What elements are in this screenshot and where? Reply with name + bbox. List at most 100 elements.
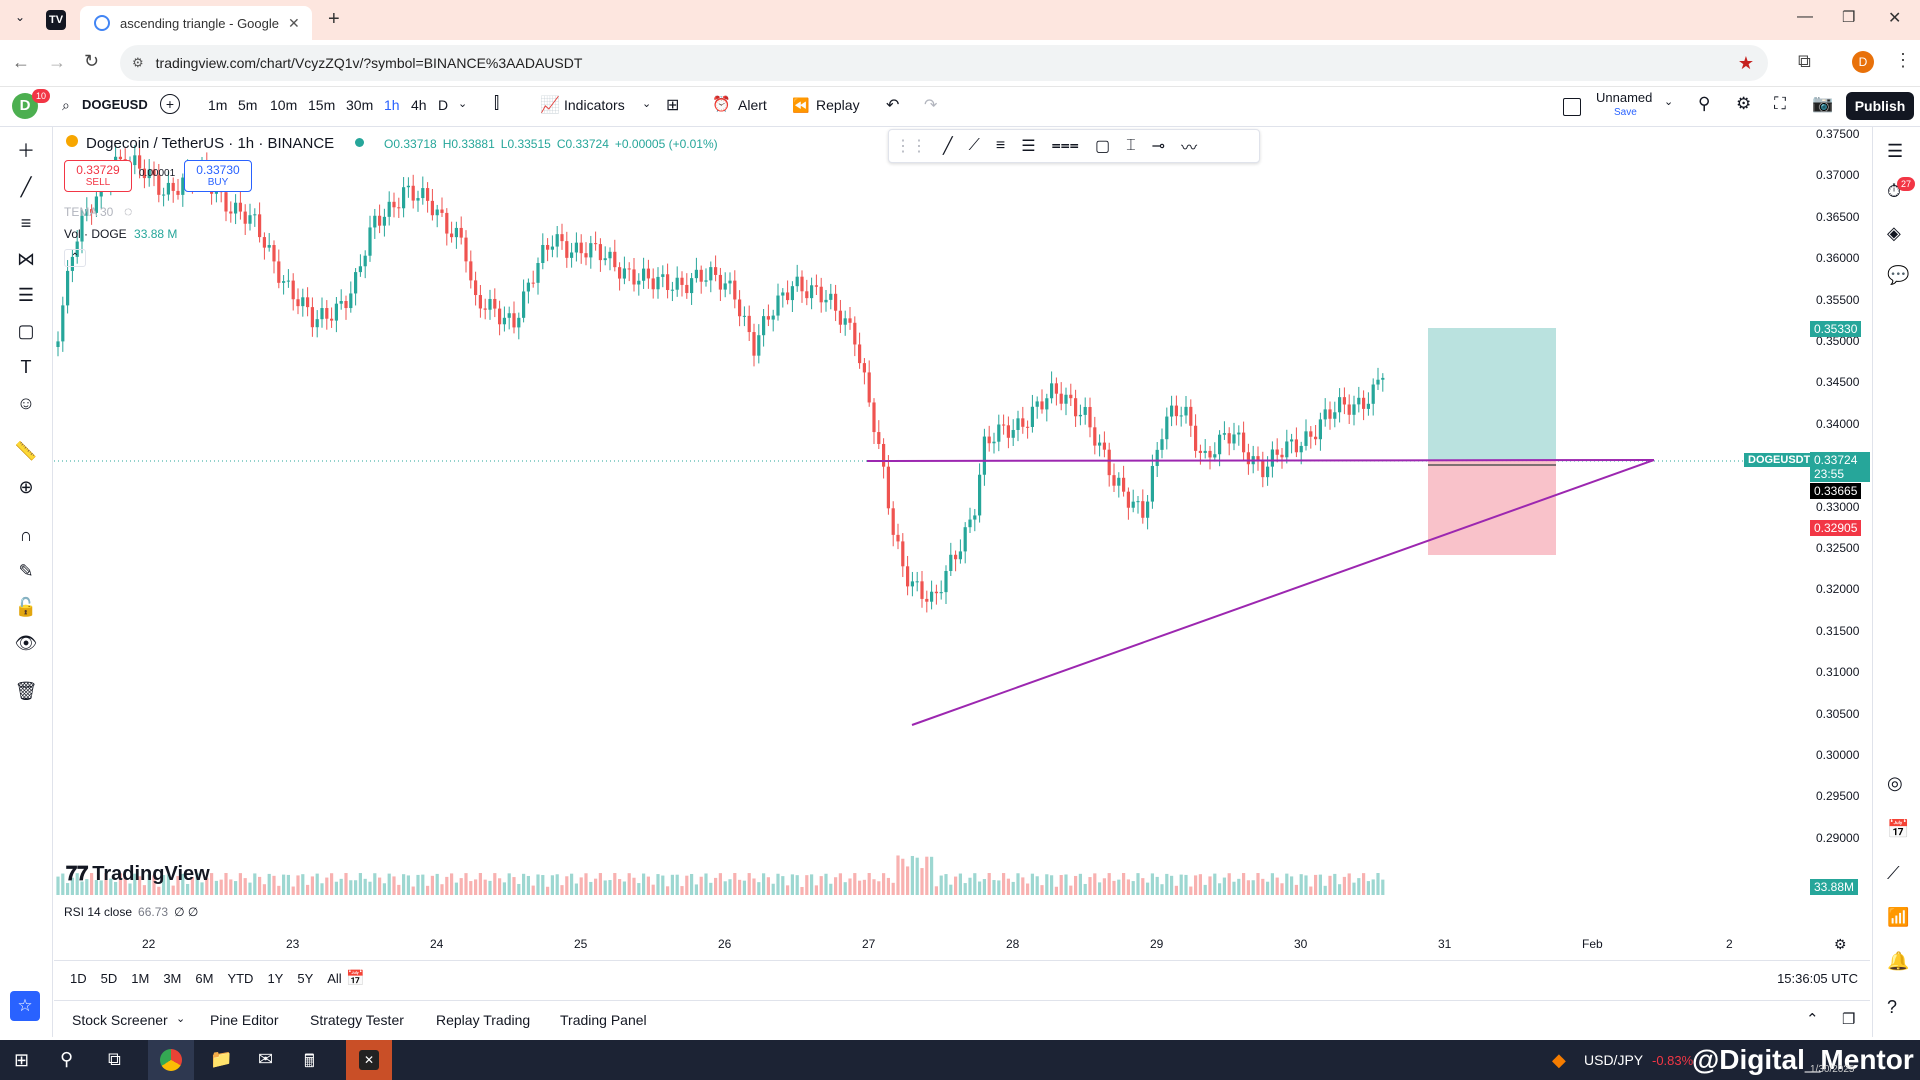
layout-name[interactable]: Unnamed [1596,90,1653,105]
url-field[interactable]: ⚙ tradingview.com/chart/VcyzZQ1v/?symbol… [120,45,1768,81]
date-range-icon[interactable]: ⌶ [1126,137,1136,154]
lock-icon[interactable]: 🔓 [14,597,38,617]
pattern-icon[interactable]: ⋈ [17,249,35,269]
help-icon[interactable]: ? [1887,997,1898,1017]
window-close-icon[interactable]: ✕ [1888,10,1902,27]
minimize-icon[interactable]: — [1797,8,1813,25]
range-button-all[interactable]: All [327,971,342,986]
news-feed-icon[interactable]: 📶 [1887,907,1910,927]
taskbar-search-icon[interactable]: ⚲ [60,1049,74,1069]
delete-trash-icon[interactable]: 🗑 [14,681,38,701]
browser-menu-icon[interactable]: ⋮ [1894,50,1912,70]
browser-tab-active[interactable]: ascending triangle - Google Se ✕ [80,6,312,40]
rect-tool-icon[interactable]: ▢ [1094,138,1111,155]
range-button-1m[interactable]: 1M [131,971,150,986]
layers-icon[interactable]: ◈ [1887,223,1901,243]
chrome-taskbar-item[interactable] [148,1040,194,1080]
magnet-icon[interactable]: ∩ [19,525,33,545]
interval-30m[interactable]: 30m [346,97,374,113]
text-tool-icon[interactable]: T [20,357,32,377]
chart-pane[interactable]: Dogecoin / TetherUS · 1h · BINANCE O0.33… [54,127,1870,927]
redo-icon[interactable]: ↷ [924,97,938,114]
ticker-widget-icon[interactable]: ◆ [1552,1050,1566,1070]
site-info-icon[interactable]: ⚙ [132,55,144,70]
interval-10m[interactable]: 10m [270,97,298,113]
favorites-star-icon[interactable]: ☆ [10,991,40,1021]
extensions-icon[interactable]: ⧉ [1798,51,1811,71]
alert-button[interactable]: Alert [738,97,767,113]
interval-dropdown-icon[interactable]: ⌄ [458,98,468,110]
time-axis[interactable]: 22 23 24 25 26 27 28 29 30 31 Feb 2 [54,929,1870,959]
sell-button[interactable]: 0.33729 SELL [64,160,132,192]
range-button-5d[interactable]: 5D [100,971,118,986]
regression-channel-icon[interactable]: ☰ [1021,138,1036,155]
axis-settings-icon[interactable]: ⚙ [1834,936,1847,952]
path-tool-icon[interactable]: 〰 [1181,140,1198,157]
fib-retracement-icon[interactable]: ☰ [17,285,35,305]
interval-5m[interactable]: 5m [238,97,258,113]
symbol-search-icon[interactable]: ⌕ [62,97,70,113]
range-button-1y[interactable]: 1Y [267,971,284,986]
taskbar-ticker[interactable]: USD/JPY [1584,1052,1644,1068]
range-button-1d[interactable]: 1D [70,971,87,986]
interval-1h-active[interactable]: 1h [384,97,400,113]
templates-icon[interactable]: ⊞ [666,97,680,114]
fullscreen-icon[interactable]: ⛶ [1774,94,1786,113]
target-icon[interactable]: ◎ [1887,773,1903,793]
layout-dropdown-icon[interactable]: ⌄ [1664,96,1674,108]
rsi-legend[interactable]: RSI 14 close 66.73 ∅ ∅ [64,905,198,919]
tab-trading-panel[interactable]: Trading Panel [560,1012,647,1028]
tab-replay-trading[interactable]: Replay Trading [436,1012,531,1028]
buy-button[interactable]: 0.33730 BUY [184,160,252,192]
emoji-icon[interactable]: ☺ [16,393,36,413]
symbol-search-input[interactable]: DOGEUSD [82,97,148,112]
replay-button[interactable]: Replay [816,97,860,113]
goto-date-icon[interactable]: 📅 [346,970,365,987]
tab-search-chevron-icon[interactable]: ⌄ [14,10,26,24]
utc-clock[interactable]: 15:36:05 UTC [1777,971,1858,986]
ruler-icon[interactable]: 📏 [14,441,38,461]
line-tool-icon[interactable]: ╱ [943,138,953,155]
trend-line-icon[interactable]: ╱ [20,177,32,197]
bookmark-star-icon[interactable]: ★ [1737,52,1754,73]
calendar-icon[interactable]: 📅 [1887,819,1910,839]
indicators-dropdown-icon[interactable]: ⌄ [642,98,652,110]
tema-hidden-eye-icon[interactable]: ◌ [124,203,133,219]
indicators-icon[interactable]: 📈 [540,97,560,114]
app-icon-2[interactable]: 🖩 [304,1051,315,1071]
forward-icon[interactable]: → [48,52,66,72]
rectangle-icon[interactable]: ▢ [17,321,35,341]
chat-icon[interactable]: 💬 [1887,265,1910,285]
symbol-title[interactable]: Dogecoin / TetherUS · 1h · BINANCE [86,135,335,152]
replay-icon[interactable]: ⏪ [792,97,810,113]
task-view-icon[interactable]: ⧉ [108,1049,121,1069]
range-button-3m[interactable]: 3M [163,971,182,986]
tab-pine-editor[interactable]: Pine Editor [210,1012,279,1028]
collapse-panel-icon[interactable]: ⌃ [1806,1011,1819,1028]
candles-style-icon[interactable]: ⫿ [494,95,500,112]
file-explorer-icon[interactable]: 📁 [210,1049,233,1069]
interval-1m[interactable]: 1m [208,97,228,113]
horizontal-ray-icon[interactable]: ⊸ [1151,138,1166,155]
ray-tool-icon[interactable]: ⟋ [968,137,980,154]
tab-strategy-tester[interactable]: Strategy Tester [310,1012,404,1028]
crosshair-icon[interactable]: ＋ [17,141,35,161]
range-button-ytd[interactable]: YTD [227,971,254,986]
back-icon[interactable]: ← [12,52,30,72]
alert-icon[interactable]: ⏰ [712,96,731,113]
parallel-channel-icon[interactable]: ≡ [995,137,1006,154]
horizontal-lines-icon[interactable]: ≡ [20,213,32,233]
interval-15m[interactable]: 15m [308,97,336,113]
collapse-legend-icon[interactable]: ⌃ [64,249,86,267]
indicators-button[interactable]: Indicators [564,97,625,113]
hide-drawings-icon[interactable]: 👁 [14,633,38,653]
interval-d[interactable]: D [438,97,449,113]
profile-avatar[interactable]: D [1852,51,1874,73]
app-icon-1[interactable]: ✉ [258,1049,274,1069]
range-button-6m[interactable]: 6M [195,971,214,986]
reload-icon[interactable]: ↻ [84,51,100,71]
range-button-5y[interactable]: 5Y [297,971,314,986]
zoom-in-icon[interactable]: ⊕ [18,477,34,497]
capcut-taskbar-item[interactable]: ✕ [346,1040,392,1080]
restore-icon[interactable]: ❐ [1842,9,1856,26]
